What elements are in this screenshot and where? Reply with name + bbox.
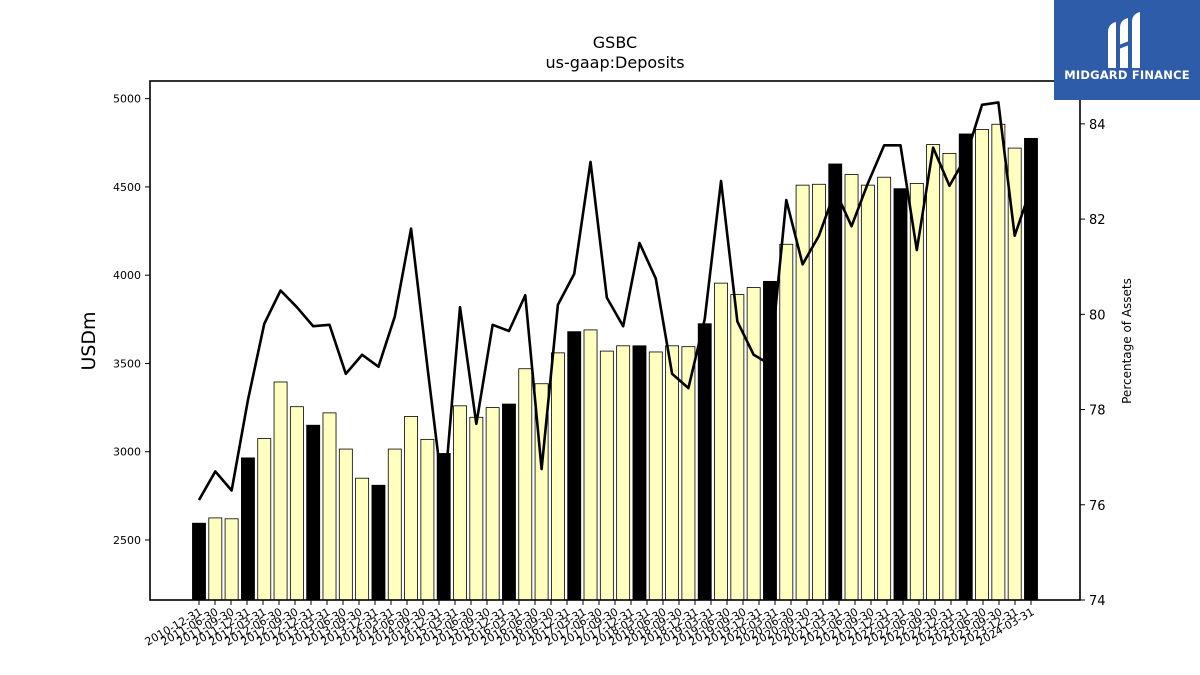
bar <box>322 412 337 601</box>
y-tick-label: 4500 <box>113 181 141 194</box>
bar <box>697 323 712 601</box>
bar <box>224 518 239 601</box>
y-tick-label: 3500 <box>113 357 141 370</box>
bar <box>648 351 663 601</box>
bar <box>518 368 533 601</box>
logo-mark-icon <box>1108 12 1140 68</box>
bar <box>371 484 386 601</box>
bar <box>583 329 598 601</box>
bar <box>436 453 451 601</box>
y-tick-label: 3000 <box>113 446 141 459</box>
bar <box>338 448 353 601</box>
bar <box>355 477 370 601</box>
chart-subtitle: us-gaap:Deposits <box>545 53 684 72</box>
bar <box>273 381 288 601</box>
bar <box>958 133 973 601</box>
bar <box>1024 137 1038 601</box>
bar <box>860 184 875 601</box>
bar <box>616 345 631 601</box>
bar <box>665 345 680 601</box>
y-tick-label: 4000 <box>113 269 141 282</box>
bar <box>991 123 1006 601</box>
bar <box>208 517 223 601</box>
line-series-path <box>197 101 1033 502</box>
chart-title: GSBC <box>593 33 637 52</box>
bar <box>942 152 957 601</box>
bar <box>289 406 304 601</box>
bar <box>844 174 859 601</box>
bar <box>241 457 255 601</box>
midgard-logo: MIDGARD FINANCE <box>1054 0 1200 100</box>
bar <box>730 294 745 601</box>
bar <box>192 522 206 601</box>
bar <box>877 176 892 601</box>
bar <box>502 403 516 601</box>
bar <box>306 424 321 601</box>
bar <box>453 405 467 601</box>
y-tick-label: 2500 <box>113 534 141 547</box>
bar <box>926 144 941 601</box>
bar-series <box>192 123 1038 601</box>
bar <box>420 438 435 601</box>
bar <box>746 287 761 601</box>
bar <box>567 331 582 601</box>
bar <box>599 350 614 601</box>
line-series <box>197 101 1033 502</box>
bar <box>404 416 418 601</box>
y-tick-label: 5000 <box>113 93 141 106</box>
bar <box>714 282 728 601</box>
bar <box>632 345 647 601</box>
y2-tick-label: 76 <box>1089 499 1106 514</box>
bar <box>893 188 908 601</box>
bar <box>779 243 794 601</box>
bar <box>469 416 484 601</box>
y2-tick-label: 80 <box>1089 308 1106 323</box>
bar <box>387 448 402 601</box>
bar <box>485 407 500 601</box>
bar <box>1007 147 1022 601</box>
y2-tick-label: 74 <box>1089 594 1106 609</box>
bar <box>975 129 989 601</box>
bar <box>828 163 843 601</box>
bar <box>257 438 272 601</box>
plot-frame <box>149 80 1081 601</box>
logo-text: MIDGARD FINANCE <box>1064 68 1190 82</box>
y2-tick-label: 78 <box>1089 404 1106 419</box>
y2-tick-label: 82 <box>1089 213 1106 228</box>
y-axis-label: USDm <box>78 311 100 370</box>
y2-axis-label: Percentage of Assets <box>1120 278 1134 404</box>
y2-tick-label: 84 <box>1089 118 1106 133</box>
bar <box>812 183 826 601</box>
bar <box>550 352 565 601</box>
